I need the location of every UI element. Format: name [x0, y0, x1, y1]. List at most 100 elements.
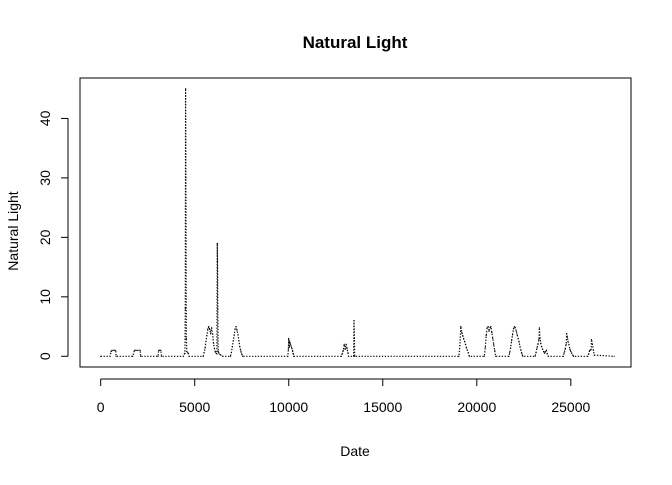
data-point [537, 343, 539, 345]
data-point [135, 349, 137, 351]
data-point [185, 337, 187, 340]
data-point [492, 337, 494, 340]
data-point [235, 326, 237, 328]
data-point [232, 340, 234, 342]
data-point [571, 352, 573, 354]
data-point [465, 347, 468, 349]
data-point [115, 349, 117, 351]
data-point [160, 355, 162, 357]
data-point [541, 346, 543, 348]
data-point [216, 242, 218, 244]
data-point [569, 348, 571, 350]
y-tick-label: 0 [37, 352, 53, 360]
y-tick-label: 30 [37, 170, 53, 186]
data-point [202, 355, 204, 357]
data-point [231, 346, 233, 348]
data-point [572, 354, 574, 356]
data-point [110, 350, 112, 353]
data-point [220, 354, 222, 356]
data-point [160, 349, 162, 351]
data-point [517, 337, 519, 340]
data-point [591, 343, 594, 345]
plot-frame [79, 77, 632, 368]
data-point [287, 348, 289, 350]
data-point [234, 328, 236, 330]
data-point [100, 355, 102, 357]
data-point [495, 355, 497, 357]
x-axis-label: Date [340, 443, 370, 459]
data-point [494, 349, 496, 351]
data-point [240, 350, 242, 352]
data-point [542, 348, 544, 350]
data-point [458, 355, 460, 357]
data-point [493, 343, 495, 345]
data-point [229, 355, 231, 357]
data-point [353, 355, 355, 357]
data-point [158, 349, 160, 351]
data-point [562, 355, 564, 357]
x-tick-label: 0 [97, 399, 105, 415]
data-point [488, 330, 490, 332]
data-point [115, 355, 117, 357]
data-point [460, 326, 462, 328]
data-point [546, 353, 548, 355]
data-point [518, 341, 520, 343]
data-point [292, 352, 294, 354]
data-point [353, 320, 355, 322]
data-point [293, 355, 295, 357]
data-point [511, 334, 514, 336]
data-point [519, 346, 521, 348]
data-point [567, 340, 569, 342]
data-point [157, 355, 159, 357]
data-point [592, 349, 595, 351]
data-point [140, 355, 142, 357]
data-point [588, 353, 590, 355]
data-point [287, 355, 289, 357]
y-axis: 0 10 20 30 40 [37, 110, 69, 360]
data-point [188, 355, 190, 357]
data-point [514, 327, 516, 329]
data-point [464, 340, 466, 342]
data-point [511, 340, 513, 342]
data-point [354, 355, 356, 357]
data-point [464, 343, 467, 345]
x-axis: 0 5000 10000 15000 20000 25000 [97, 378, 590, 415]
x-tick-label: 10000 [269, 399, 308, 415]
data-point [547, 355, 549, 357]
data-point [536, 347, 538, 349]
data-point [566, 333, 568, 335]
data-point [109, 355, 111, 357]
y-tick-label: 20 [37, 229, 53, 245]
data-point [485, 334, 487, 337]
data-point [516, 334, 518, 336]
data-point [159, 349, 161, 351]
x-tick-label: 25000 [551, 399, 590, 415]
data-point [459, 345, 461, 347]
data-point [342, 349, 344, 351]
x-tick-label: 5000 [179, 399, 210, 415]
data-point [483, 355, 485, 357]
data-point [230, 352, 232, 354]
data-point [520, 349, 522, 351]
data-point [242, 355, 244, 357]
data-point [288, 337, 290, 340]
data-point [538, 339, 540, 341]
data-point [466, 349, 468, 351]
data-point [512, 328, 515, 330]
data-point [568, 343, 570, 345]
data-point [238, 340, 240, 342]
data-point [133, 349, 136, 351]
data-point [486, 327, 488, 329]
data-point [341, 352, 343, 354]
y-tick-label: 40 [37, 110, 53, 126]
data-point [587, 355, 589, 357]
data-point [182, 355, 184, 357]
data-point [113, 349, 115, 351]
data-point [241, 353, 243, 355]
data-point [211, 327, 213, 329]
data-point [487, 326, 489, 328]
data-point [289, 340, 291, 342]
data-point [236, 329, 238, 331]
data-point [206, 334, 208, 337]
